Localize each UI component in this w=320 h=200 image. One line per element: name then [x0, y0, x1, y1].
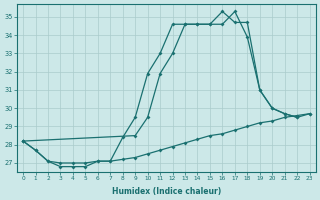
- X-axis label: Humidex (Indice chaleur): Humidex (Indice chaleur): [112, 187, 221, 196]
